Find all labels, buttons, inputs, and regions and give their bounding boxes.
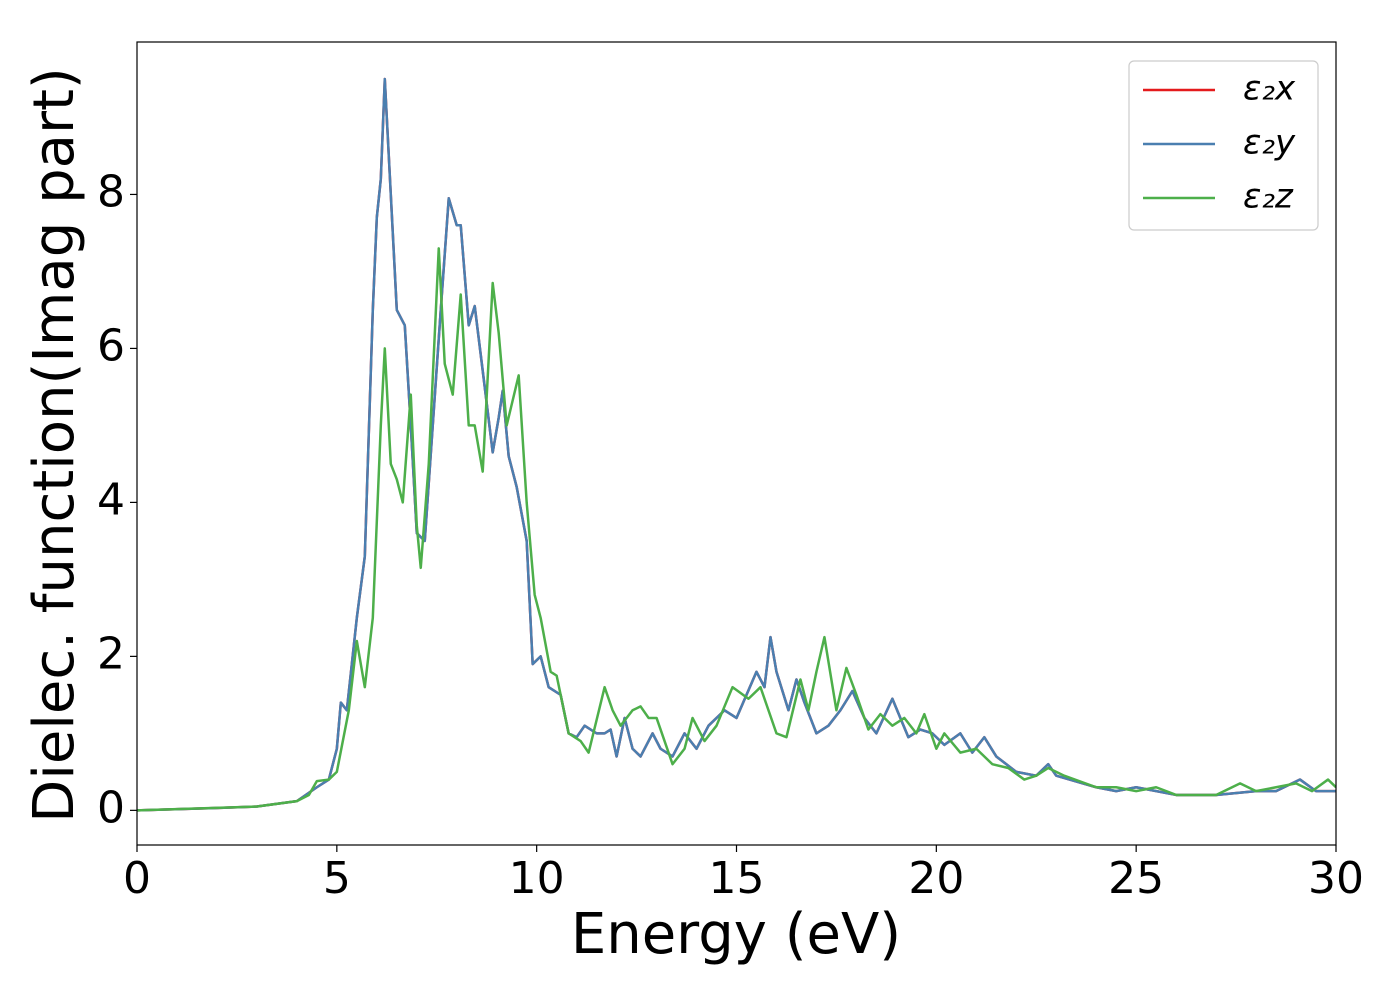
x-tick-label: 25 (1108, 853, 1164, 904)
legend-label: ε₂x (1243, 69, 1296, 109)
x-tick-label: 15 (709, 853, 765, 904)
y-tick-label: 0 (97, 782, 125, 833)
y-tick-label: 8 (97, 166, 125, 217)
y-axis-label: Dielec. function(Imag part) (22, 67, 87, 823)
plot-frame (136, 41, 1337, 846)
series-line (137, 247, 1336, 812)
legend-label: ε₂y (1243, 123, 1296, 163)
x-tick-label: 10 (509, 853, 565, 904)
y-tick-label: 2 (97, 628, 125, 679)
y-tick-label: 6 (97, 320, 125, 371)
x-tick-label: 5 (323, 853, 351, 904)
legend-box (1128, 60, 1319, 231)
series-line (137, 77, 1336, 812)
x-tick-label: 0 (123, 853, 151, 904)
x-axis-label: Energy (eV) (571, 902, 901, 967)
x-tick-label: 20 (908, 853, 964, 904)
y-tick-label: 4 (97, 474, 125, 525)
x-tick-label: 30 (1308, 853, 1364, 904)
legend-label: ε₂z (1243, 177, 1294, 217)
